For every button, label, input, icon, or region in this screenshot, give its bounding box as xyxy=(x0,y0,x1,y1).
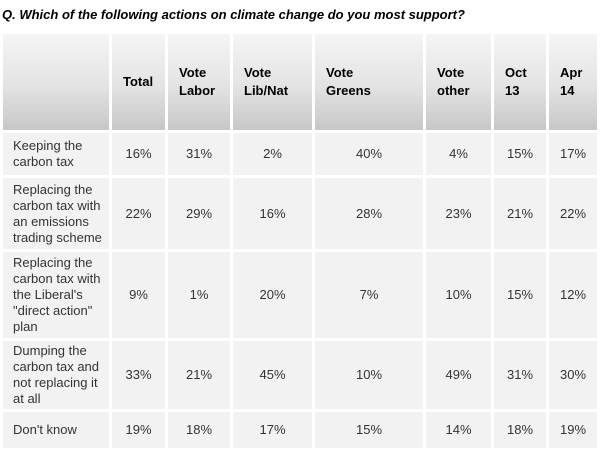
value-cell: 20% xyxy=(233,252,312,338)
value-cell: 40% xyxy=(315,133,423,175)
table-row: Replacing the carbon tax with the Libera… xyxy=(3,252,597,338)
column-header-vote-labor: Vote Labor xyxy=(168,34,230,130)
value-cell: 15% xyxy=(494,133,546,175)
value-cell: 19% xyxy=(112,412,165,448)
row-label: Replacing the carbon tax with the Libera… xyxy=(3,252,109,338)
value-cell: 15% xyxy=(494,252,546,338)
value-cell: 17% xyxy=(233,412,312,448)
value-cell: 10% xyxy=(315,341,423,409)
value-cell: 15% xyxy=(315,412,423,448)
value-cell: 7% xyxy=(315,252,423,338)
value-cell: 16% xyxy=(112,133,165,175)
header-row: Total Vote Labor Vote Lib/Nat Vote Greens Vo… xyxy=(3,34,597,130)
row-label: Keeping the carbon tax xyxy=(3,133,109,175)
value-cell: 31% xyxy=(494,341,546,409)
value-cell: 14% xyxy=(426,412,491,448)
value-cell: 2% xyxy=(233,133,312,175)
value-cell: 45% xyxy=(233,341,312,409)
table-row: Replacing the carbon tax with an emissio… xyxy=(3,178,597,249)
value-cell: 18% xyxy=(168,412,230,448)
value-cell: 1% xyxy=(168,252,230,338)
value-cell: 10% xyxy=(426,252,491,338)
value-cell: 21% xyxy=(494,178,546,249)
column-header-vote-other: Vote other xyxy=(426,34,491,130)
row-label: Don't know xyxy=(3,412,109,448)
value-cell: 9% xyxy=(112,252,165,338)
table-row: Dumping the carbon tax and not replacing… xyxy=(3,341,597,409)
page: Q. Which of the following actions on cli… xyxy=(0,7,600,451)
value-cell: 29% xyxy=(168,178,230,249)
question-title: Q. Which of the following actions on cli… xyxy=(2,7,465,22)
value-cell: 28% xyxy=(315,178,423,249)
table-row: Don't know 19% 18% 17% 15% 14% 18% 19% xyxy=(3,412,597,448)
row-label: Replacing the carbon tax with an emissio… xyxy=(3,178,109,249)
value-cell: 12% xyxy=(549,252,597,338)
column-header-total: Total xyxy=(112,34,165,130)
value-cell: 21% xyxy=(168,341,230,409)
value-cell: 22% xyxy=(549,178,597,249)
column-header-oct-13: Oct 13 xyxy=(494,34,546,130)
value-cell: 22% xyxy=(112,178,165,249)
value-cell: 16% xyxy=(233,178,312,249)
value-cell: 18% xyxy=(494,412,546,448)
column-header-vote-greens: Vote Greens xyxy=(315,34,423,130)
value-cell: 17% xyxy=(549,133,597,175)
value-cell: 30% xyxy=(549,341,597,409)
value-cell: 23% xyxy=(426,178,491,249)
value-cell: 19% xyxy=(549,412,597,448)
value-cell: 4% xyxy=(426,133,491,175)
corner-cell xyxy=(3,34,109,130)
value-cell: 31% xyxy=(168,133,230,175)
value-cell: 49% xyxy=(426,341,491,409)
row-label: Dumping the carbon tax and not replacing… xyxy=(3,341,109,409)
column-header-vote-lib-nat: Vote Lib/Nat xyxy=(233,34,312,130)
table-row: Keeping the carbon tax 16% 31% 2% 40% 4% 15% 17… xyxy=(3,133,597,175)
results-table: Total Vote Labor Vote Lib/Nat Vote Greens Vo… xyxy=(0,31,600,451)
value-cell: 33% xyxy=(112,341,165,409)
column-header-apr-14: Apr 14 xyxy=(549,34,597,130)
